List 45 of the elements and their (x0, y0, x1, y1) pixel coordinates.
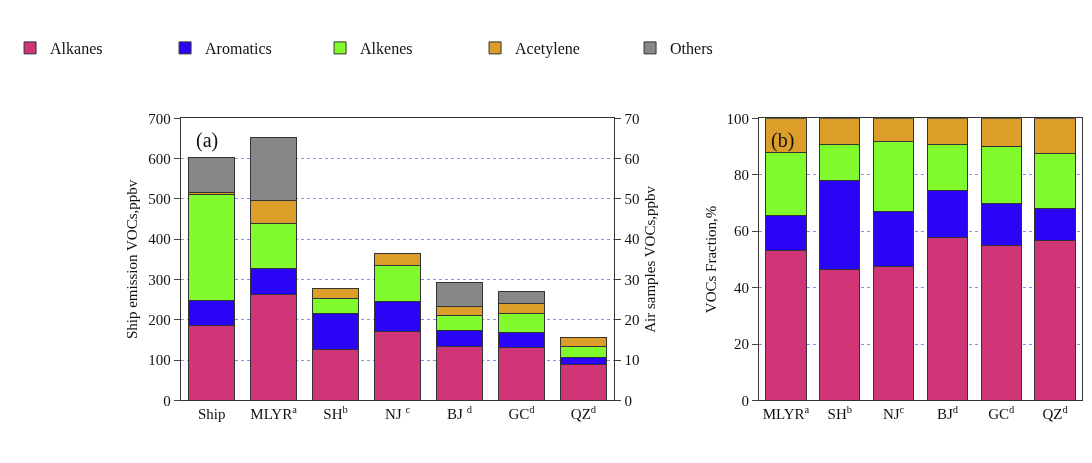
legend-label: Acetylene (515, 40, 580, 59)
y-tick-label: 0 (741, 392, 750, 409)
y2-tick-label: 40 (624, 231, 640, 248)
legend-label: Others (670, 40, 713, 58)
x-tick-label: QZ$^{d}$ (570, 404, 597, 423)
y-tick-label: 600 (148, 150, 171, 167)
y-tick-label: 60 (734, 223, 750, 240)
x-tick-label: GC$^{d}$ (988, 404, 1016, 423)
y2-axis-title: Air samples VOCs,ppbv (642, 185, 659, 333)
x-tick-label: NJ $^{c}$ (385, 404, 411, 423)
y-tick-label: 100 (726, 110, 750, 127)
x-tick-label: BJ $^{d}$ (447, 404, 473, 423)
y-tick-label: 400 (148, 231, 171, 248)
y2-tick-label: 20 (624, 312, 640, 329)
y-tick-label: 100 (148, 352, 171, 369)
y-axis-title: Ship emission VOCs,ppbv (124, 179, 141, 340)
y2-tick-label: 10 (624, 352, 640, 369)
y-tick-label: 0 (163, 392, 171, 409)
y2-tick-label: 50 (624, 191, 640, 208)
y-axis-title: VOCs Fraction,% (702, 205, 719, 314)
x-tick-label: Ship (197, 406, 226, 423)
y-tick-label: 300 (148, 271, 171, 288)
x-tick-label: MLYR$^{a}$ (250, 404, 298, 423)
x-tick-label: SH$^{b}$ (827, 404, 853, 423)
annotation: (a) (196, 129, 219, 152)
x-tick-label: GC$^{d}$ (508, 404, 536, 423)
x-tick-label: MLYR$^{a}$ (762, 404, 810, 423)
y2-tick-label: 60 (624, 150, 640, 167)
y-tick-label: 500 (148, 191, 171, 208)
x-tick-label: QZ$^{d}$ (1042, 404, 1069, 423)
x-tick-label: BJ$^{d}$ (936, 404, 959, 423)
legend-label: Aromatics (205, 40, 272, 58)
y-tick-label: 700 (148, 110, 171, 127)
y-tick-label: 80 (734, 167, 750, 184)
y-tick-label: 200 (148, 312, 171, 329)
legend-label: Alkanes (50, 40, 103, 58)
legend-label: Alkenes (360, 40, 413, 58)
y-tick-label: 20 (734, 336, 750, 353)
x-tick-label: NJ$^{c}$ (882, 404, 905, 423)
annotation: (b) (771, 129, 795, 152)
y2-tick-label: 0 (624, 392, 632, 409)
y2-tick-label: 30 (624, 271, 640, 288)
x-tick-label: SH$^{b}$ (323, 404, 348, 423)
y2-tick-label: 70 (624, 110, 640, 127)
y-tick-label: 40 (734, 279, 750, 296)
